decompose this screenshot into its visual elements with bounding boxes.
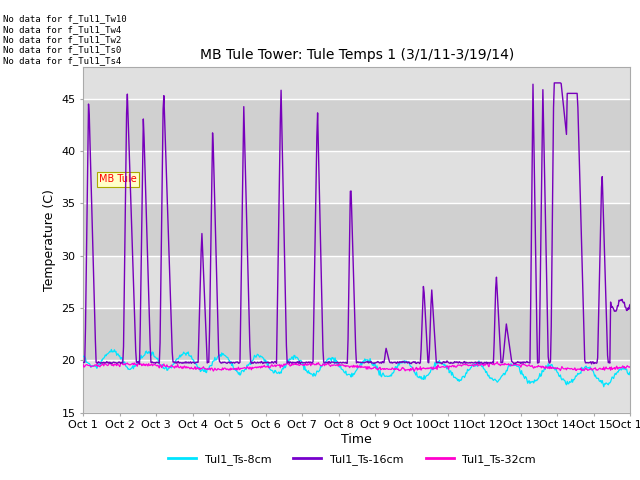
Y-axis label: Temperature (C): Temperature (C) bbox=[43, 189, 56, 291]
Bar bbox=[83, 360, 630, 413]
Bar bbox=[83, 204, 630, 256]
Title: MB Tule Tower: Tule Temps 1 (3/1/11-3/19/14): MB Tule Tower: Tule Temps 1 (3/1/11-3/19… bbox=[200, 48, 514, 62]
Bar bbox=[83, 67, 630, 98]
Legend: Tul1_Ts-8cm, Tul1_Ts-16cm, Tul1_Ts-32cm: Tul1_Ts-8cm, Tul1_Ts-16cm, Tul1_Ts-32cm bbox=[163, 450, 541, 469]
Text: No data for f_Tul1_Tw10
No data for f_Tul1_Tw4
No data for f_Tul1_Tw2
No data fo: No data for f_Tul1_Tw10 No data for f_Tu… bbox=[3, 14, 127, 65]
Bar bbox=[83, 151, 630, 204]
Bar bbox=[83, 98, 630, 151]
Bar bbox=[83, 308, 630, 360]
Bar bbox=[83, 256, 630, 308]
X-axis label: Time: Time bbox=[341, 433, 372, 446]
Text: MB Tule: MB Tule bbox=[99, 174, 137, 184]
